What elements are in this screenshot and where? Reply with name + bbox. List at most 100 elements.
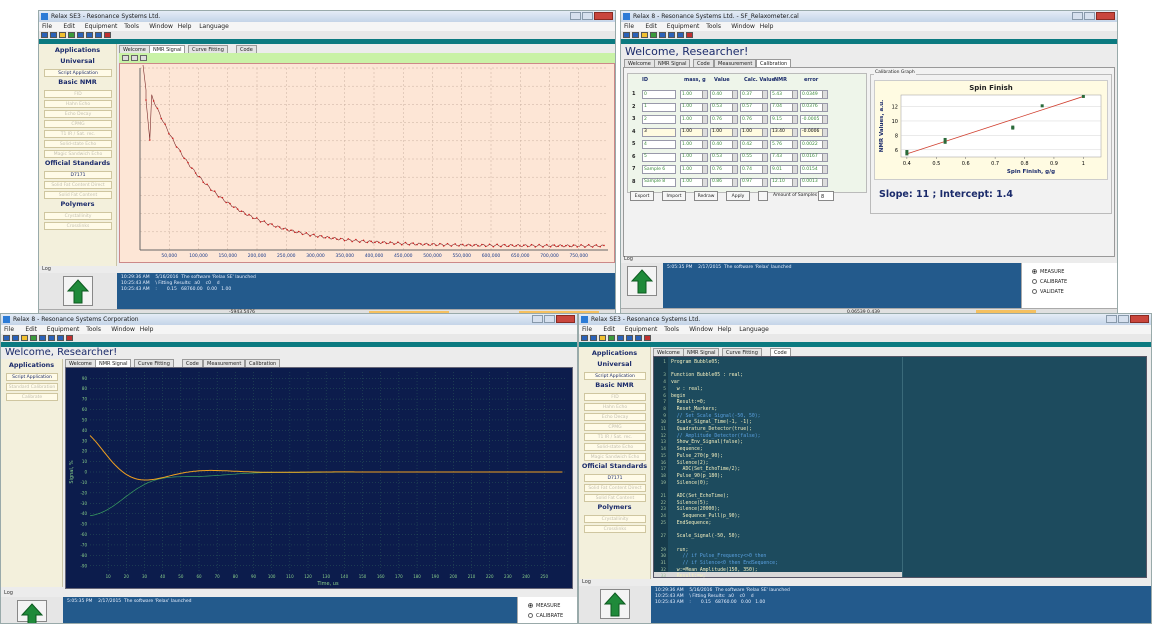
spinner[interactable] — [822, 116, 827, 123]
toolbar-icon[interactable] — [632, 32, 639, 38]
input-cell[interactable]: 4 — [642, 140, 676, 149]
input-cell[interactable]: 13.40 — [770, 127, 798, 137]
tab[interactable]: Code — [693, 59, 714, 67]
maximize-button[interactable] — [582, 12, 593, 20]
input-cell[interactable]: 0.0167 — [800, 152, 828, 162]
button[interactable]: Import — [662, 191, 686, 201]
app-button[interactable]: Script Application — [584, 372, 646, 380]
spinner[interactable] — [822, 153, 827, 161]
input-cell[interactable]: 0.53 — [710, 152, 738, 162]
tab[interactable]: Measurement — [203, 359, 246, 367]
run-button[interactable] — [63, 276, 93, 306]
maximize-button[interactable] — [1084, 12, 1095, 20]
spinner[interactable] — [732, 153, 737, 161]
toolbar-icon[interactable] — [68, 32, 75, 38]
spinner[interactable] — [792, 103, 797, 111]
button[interactable]: Redraw — [694, 191, 718, 201]
spinner[interactable] — [702, 141, 707, 148]
toolbar-icon[interactable] — [659, 32, 666, 38]
spinner[interactable] — [792, 116, 797, 123]
input-cell[interactable]: 0.40 — [710, 90, 738, 99]
close-button[interactable] — [594, 12, 613, 20]
input-cell[interactable]: 0.42 — [740, 140, 768, 149]
radio-label[interactable]: MEASURE — [536, 602, 561, 609]
spinner[interactable] — [822, 103, 827, 111]
toolbar-icon[interactable] — [95, 32, 102, 38]
tab[interactable]: Code — [770, 348, 791, 356]
spinner[interactable] — [702, 91, 707, 98]
input-cell[interactable]: 1.00 — [680, 115, 708, 124]
spinner[interactable] — [792, 178, 797, 186]
menu-item[interactable]: File — [624, 22, 635, 30]
radio-label[interactable]: MEASURE — [1040, 268, 1065, 275]
toolbar-icon[interactable] — [599, 335, 606, 341]
toolbar-icon[interactable] — [57, 335, 64, 341]
maximize-button[interactable] — [1118, 315, 1129, 323]
app-button[interactable]: Script Application — [44, 69, 112, 77]
spinner[interactable] — [762, 128, 767, 136]
menu-item[interactable]: File — [42, 22, 53, 30]
tab[interactable]: Curve Fitting — [134, 359, 174, 367]
spinner[interactable] — [792, 128, 797, 136]
radio-button[interactable] — [1032, 279, 1037, 284]
menu-item[interactable]: Window — [731, 22, 755, 30]
input-cell[interactable]: 0.86 — [710, 177, 738, 187]
menu-item[interactable]: Edit — [25, 325, 38, 333]
spinner[interactable] — [762, 116, 767, 123]
menu-item[interactable]: File — [4, 325, 15, 333]
tab[interactable]: NMR Signal — [654, 59, 691, 67]
input-cell[interactable]: 7.43 — [770, 152, 798, 162]
menu-item[interactable]: Tools — [124, 22, 139, 30]
input-cell[interactable]: 0.40 — [710, 140, 738, 149]
radio-label[interactable]: CALIBRATE — [1040, 278, 1068, 285]
input-cell[interactable]: Sample 6 — [642, 165, 676, 174]
menu-item[interactable]: Tools — [706, 22, 721, 30]
toolbar-icon[interactable] — [668, 32, 675, 38]
spinner[interactable] — [732, 166, 737, 173]
input-cell[interactable]: 1.00 — [680, 127, 708, 137]
spinner[interactable] — [732, 103, 737, 111]
app-button[interactable]: D7171 — [44, 171, 112, 179]
toolbar-icon[interactable] — [39, 335, 46, 341]
toolbar-icon[interactable] — [59, 32, 66, 38]
tab[interactable]: Curve Fitting — [188, 45, 228, 53]
tab[interactable]: Code — [236, 45, 257, 53]
radio-button[interactable] — [528, 603, 533, 608]
menu-item[interactable]: File — [582, 325, 593, 333]
input-cell[interactable]: 1.00 — [680, 152, 708, 162]
spinner[interactable] — [702, 178, 707, 186]
input-cell[interactable]: 0.97 — [740, 177, 768, 187]
input-cell[interactable]: 1.00 — [680, 177, 708, 187]
menu-item[interactable]: Tools — [86, 325, 101, 333]
tab[interactable]: Welcome — [65, 359, 96, 367]
menu-item[interactable]: Equipment — [666, 22, 700, 30]
icon-button[interactable] — [758, 191, 768, 201]
spinner[interactable] — [762, 178, 767, 186]
spinner[interactable] — [702, 128, 707, 136]
input-cell[interactable]: 9.01 — [770, 165, 798, 174]
tab[interactable]: NMR Signal — [95, 359, 132, 367]
spinner[interactable] — [822, 91, 827, 98]
input-cell[interactable]: 2 — [642, 115, 676, 124]
spinner[interactable] — [702, 166, 707, 173]
input-cell[interactable]: 0.76 — [710, 115, 738, 124]
spinner[interactable] — [702, 103, 707, 111]
spinner[interactable] — [702, 153, 707, 161]
spinner[interactable] — [822, 178, 827, 186]
toolbar-icon[interactable] — [41, 32, 48, 38]
spinner[interactable] — [762, 103, 767, 111]
menu-item[interactable]: Edit — [645, 22, 658, 30]
tab[interactable]: Welcome — [653, 348, 684, 356]
input-cell[interactable]: 0.0013 — [800, 177, 828, 187]
toolbar-icon[interactable] — [77, 32, 84, 38]
toolbar-icon[interactable] — [30, 335, 37, 341]
input-cell[interactable]: Sample 8 — [642, 177, 676, 187]
run-button[interactable] — [600, 589, 630, 619]
tab[interactable]: Curve Fitting — [722, 348, 762, 356]
toolbar-icon[interactable] — [617, 335, 624, 341]
spinner[interactable] — [762, 141, 767, 148]
input-cell[interactable]: -0.0005 — [800, 115, 828, 124]
input-cell[interactable]: -0.0006 — [800, 127, 828, 137]
spinner[interactable] — [822, 128, 827, 136]
menu-item[interactable]: Help — [717, 325, 732, 333]
